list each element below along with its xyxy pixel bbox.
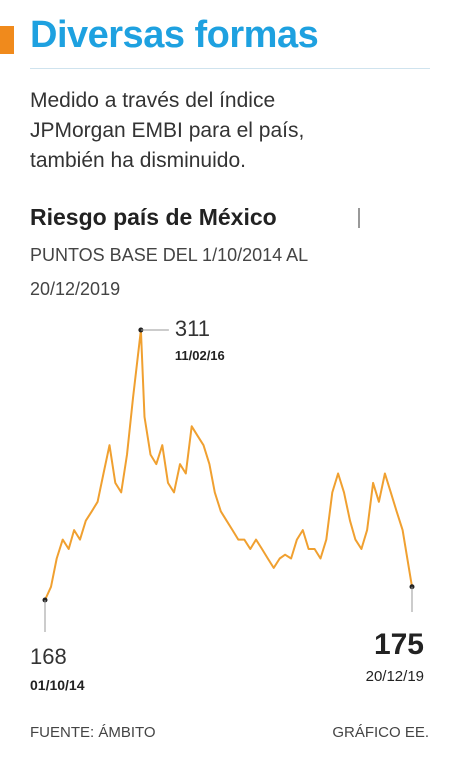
subtitle: Medido a través del índice JPMorgan EMBI… <box>30 89 305 172</box>
value-label: 311 <box>175 316 210 341</box>
chart-title-sep <box>358 208 360 228</box>
chart-subtitle: PUNTOS BASE DEL 1/10/2014 AL 20/12/2019 <box>30 245 308 299</box>
date-label: 20/12/19 <box>366 668 424 685</box>
rule <box>30 68 430 69</box>
line <box>44 329 413 601</box>
date-label: 01/10/14 <box>30 677 85 693</box>
value-label: 175 <box>374 628 424 661</box>
value-label: 168 <box>30 644 67 669</box>
chart-title: Riesgo país de México <box>30 204 277 230</box>
source: FUENTE: ÁMBITO <box>30 724 156 741</box>
title: Diversas formas <box>30 14 319 56</box>
credit: GRÁFICO EE. <box>332 724 429 741</box>
accent-bar <box>0 26 14 54</box>
date-label: 11/02/16 <box>175 348 225 363</box>
